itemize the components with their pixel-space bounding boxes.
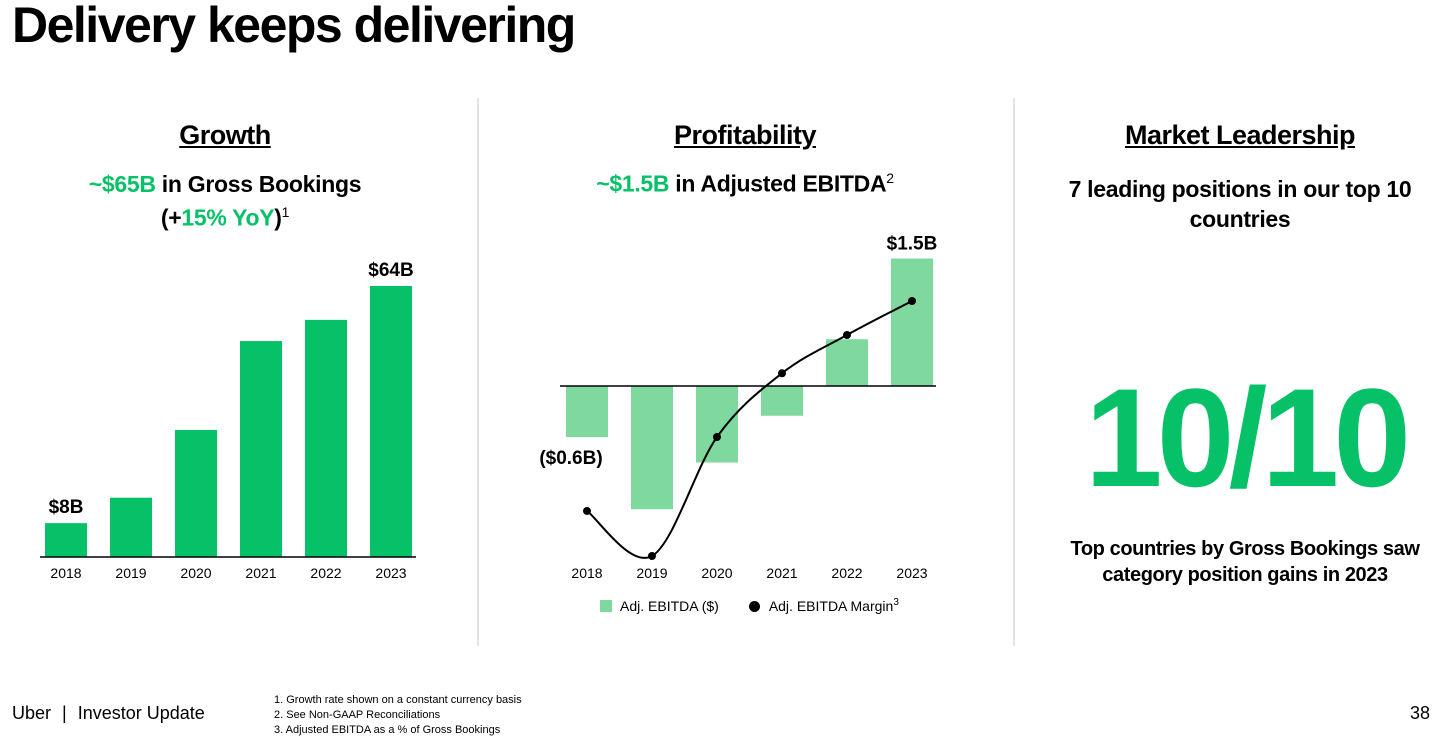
growth-headline: ~$65B in Gross Bookings (+15% YoY)1 <box>40 170 410 232</box>
bar-2020 <box>175 429 217 557</box>
profitability-legend: Adj. EBITDA ($) Adj. EBITDA Margin 3 <box>600 596 899 614</box>
footer-brand-name: Uber <box>12 703 52 723</box>
legend-line-label: Adj. EBITDA Margin <box>768 598 894 614</box>
footer-note-1: 1. Growth rate shown on a constant curre… <box>274 694 522 706</box>
bar-2020 <box>696 386 738 463</box>
bar-2018 <box>566 386 608 437</box>
data-label-2018: $8B <box>49 497 84 518</box>
footer-brand: Uber | Investor Update <box>12 703 205 724</box>
legend-bar-label: Adj. EBITDA ($) <box>620 598 719 614</box>
x-tick-2023: 2023 <box>896 565 927 581</box>
x-tick-2022: 2022 <box>831 565 862 581</box>
footer-note-2: 2. See Non-GAAP Reconciliations <box>274 709 441 721</box>
growth-bar-chart: 2018 2019 2020 2021 2022 2023 $8B $64B <box>40 260 416 581</box>
leadership-headline: 7 leading positions in our top 10 countr… <box>1068 176 1412 232</box>
margin-point-2020 <box>713 433 721 441</box>
growth-yoy-note: 1 <box>281 204 290 220</box>
profitability-headline-note: 2 <box>886 170 894 186</box>
x-tick-2021: 2021 <box>245 565 276 581</box>
growth-yoy-close: ) <box>274 204 282 231</box>
bar-2023 <box>891 258 933 386</box>
profitability-title: Profitability <box>673 120 817 150</box>
legend-line-marker <box>748 600 760 612</box>
x-tick-2019: 2019 <box>636 565 667 581</box>
x-tick-2018: 2018 <box>571 565 602 581</box>
bar-2022 <box>826 339 868 386</box>
legend-bar-swatch <box>600 600 612 612</box>
leadership-caption: Top countries by Gross Bookings saw cate… <box>1070 538 1420 586</box>
leadership-big-stat: 10/10 <box>1084 359 1411 516</box>
bar-2021 <box>240 341 282 557</box>
growth-headline-value: ~$65B <box>88 171 156 197</box>
bar-2019 <box>631 386 673 510</box>
footer-separator: | <box>62 703 67 723</box>
bar-2023 <box>370 286 412 557</box>
profitability-headline-text: in Adjusted EBITDA <box>669 170 887 197</box>
panel-divider-right <box>1013 98 1015 646</box>
growth-yoy-value: 15% YoY <box>181 204 275 231</box>
x-tick-2020: 2020 <box>701 565 732 581</box>
leadership-title: Market Leadership <box>1124 120 1356 150</box>
data-label-2023: $1.5B <box>887 234 938 255</box>
bar-2019 <box>110 497 152 557</box>
x-tick-2022: 2022 <box>310 565 341 581</box>
growth-title: Growth <box>179 120 271 150</box>
margin-point-2021 <box>778 369 786 378</box>
page-title: Delivery keeps delivering <box>12 0 576 53</box>
margin-point-2018 <box>583 506 591 515</box>
footer-notes: 1. Growth rate shown on a constant curre… <box>274 693 522 738</box>
margin-point-2023 <box>908 297 916 305</box>
profitability-headline: ~$1.5B in Adjusted EBITDA2 <box>540 170 950 198</box>
margin-point-2022 <box>843 331 851 339</box>
bar-2021 <box>761 386 803 416</box>
growth-headline-text: in Gross Bookings <box>155 171 362 197</box>
profitability-combo-chart: 2018 2019 2020 2021 2022 2023 ($0.6B) $1.5B <box>539 234 938 582</box>
panel-divider-left <box>477 98 479 646</box>
bar-2022 <box>305 319 347 557</box>
x-tick-2023: 2023 <box>375 565 406 581</box>
growth-yoy-open: (+ <box>160 204 182 231</box>
footer-note-3: 3. Adjusted EBITDA as a % of Gross Booki… <box>274 724 501 736</box>
x-tick-2021: 2021 <box>766 565 797 581</box>
data-label-2018: ($0.6B) <box>539 448 602 469</box>
x-tick-2020: 2020 <box>180 565 211 581</box>
bar-2018 <box>45 523 87 557</box>
profitability-headline-value: ~$1.5B <box>596 170 670 197</box>
data-label-2023: $64B <box>368 260 413 281</box>
x-tick-2019: 2019 <box>115 565 146 581</box>
legend-line-note: 3 <box>893 596 899 608</box>
footer-section: Investor Update <box>77 703 205 723</box>
page-number: 38 <box>1409 703 1430 723</box>
margin-point-2019 <box>648 552 656 560</box>
x-tick-2018: 2018 <box>50 565 81 581</box>
